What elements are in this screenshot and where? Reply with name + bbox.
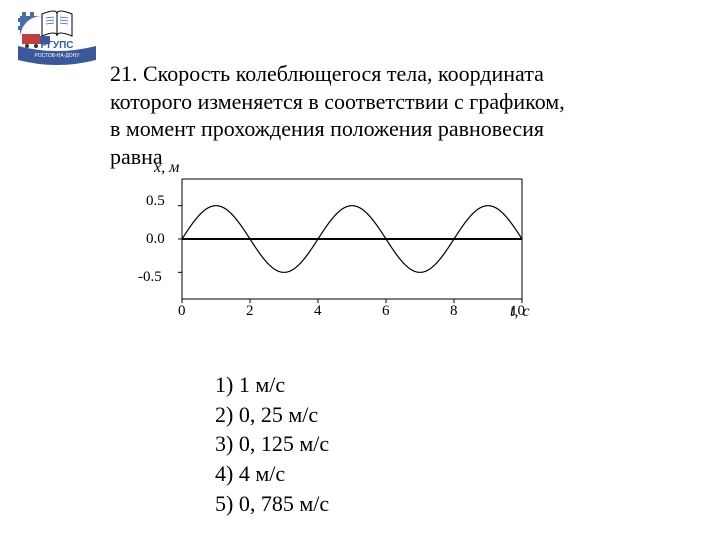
- question-line: которого изменяется в соответствии с гра…: [110, 89, 565, 114]
- answer-option: 1) 1 м/с: [215, 370, 329, 400]
- answer-option: 2) 0, 25 м/с: [215, 400, 329, 430]
- y-axis-label: x, м: [154, 159, 179, 177]
- x-tick-label: 6: [382, 303, 390, 320]
- chart-svg: [150, 165, 550, 335]
- y-tick-label: -0.5: [138, 269, 162, 286]
- oscillation-chart: x, м t, с 0.5 0.0 -0.5 0 2 4 6 8 10: [150, 165, 550, 335]
- answer-options: 1) 1 м/с 2) 0, 25 м/с 3) 0, 125 м/с 4) 4…: [215, 370, 329, 518]
- logo-text-bottom: РОСТОВ-НА-ДОНУ: [35, 53, 81, 59]
- x-tick-label: 2: [246, 303, 254, 320]
- answer-option: 5) 0, 785 м/с: [215, 489, 329, 519]
- y-tick-label: 0.5: [146, 193, 165, 210]
- question-line: 21. Скорость колеблющегося тела, координ…: [110, 61, 544, 86]
- x-tick-label: 4: [314, 303, 322, 320]
- x-tick-label: 8: [450, 303, 458, 320]
- question-line: в момент прохождения положения равновеси…: [110, 116, 544, 141]
- x-tick-label: 0: [178, 303, 186, 320]
- logo-text-top: РГУПС: [41, 40, 74, 51]
- y-tick-label: 0.0: [146, 231, 165, 248]
- x-tick-label: 10: [510, 303, 525, 320]
- answer-option: 3) 0, 125 м/с: [215, 429, 329, 459]
- answer-option: 4) 4 м/с: [215, 459, 329, 489]
- question-text: 21. Скорость колеблющегося тела, координ…: [110, 60, 670, 170]
- institution-logo: РГУПС РОСТОВ-НА-ДОНУ: [12, 8, 102, 68]
